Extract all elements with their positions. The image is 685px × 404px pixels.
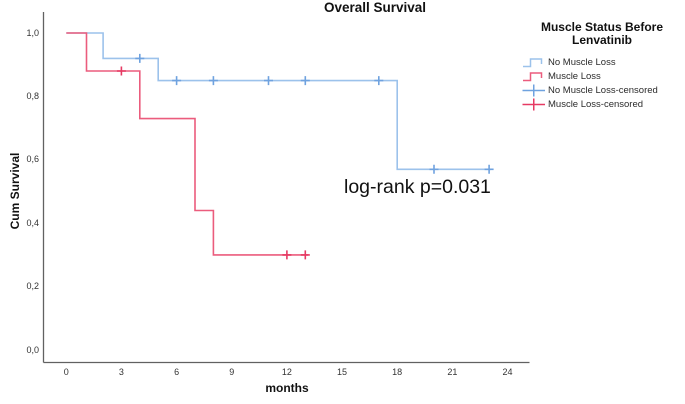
censored-plus-icon bbox=[208, 76, 218, 86]
x-tick-label: 3 bbox=[118, 367, 124, 377]
curve-no-muscle-loss bbox=[66, 32, 491, 171]
x-tick-label: 12 bbox=[281, 367, 292, 377]
legend-item-label: No Muscle Loss-censored bbox=[548, 84, 658, 96]
x-tick-label: 9 bbox=[229, 367, 235, 377]
legend-item-label: No Muscle Loss bbox=[548, 56, 616, 68]
censored-plus-icon bbox=[172, 76, 182, 86]
legend: Muscle Status Before Lenvatinib No Muscl… bbox=[519, 21, 685, 111]
y-tick-label: 0,8 bbox=[26, 90, 39, 101]
x-tick-label: 24 bbox=[502, 367, 513, 377]
log-rank-annotation: log-rank p=0.031 bbox=[344, 176, 491, 198]
step-line-icon bbox=[523, 58, 543, 68]
chart-title: Overall Survival bbox=[323, 0, 427, 15]
curve-muscle-loss bbox=[66, 32, 308, 256]
censored-plus-icon bbox=[264, 76, 273, 86]
legend-item: No Muscle Loss bbox=[522, 55, 685, 69]
censored-plus-icon bbox=[300, 76, 310, 86]
y-tick-label: 1,0 bbox=[26, 27, 39, 38]
censored-plus-icon bbox=[522, 98, 545, 111]
x-tick-label: 21 bbox=[447, 367, 458, 377]
legend-items: No Muscle Loss Muscle Loss No Muscle Loss-… bbox=[519, 55, 685, 111]
step-line-icon bbox=[523, 72, 543, 82]
x-tick-label: 15 bbox=[337, 367, 348, 377]
legend-title: Muscle Status Before Lenvatinib bbox=[519, 21, 685, 47]
x-tick-label: 0 bbox=[63, 367, 69, 377]
censored-plus-icon bbox=[484, 164, 494, 174]
legend-title-line1: Muscle Status Before bbox=[540, 20, 664, 34]
y-tick-label: 0,2 bbox=[26, 281, 39, 292]
legend-item: No Muscle Loss-censored bbox=[522, 83, 685, 97]
legend-item-label: Muscle Loss bbox=[548, 70, 601, 82]
censored-plus-icon bbox=[522, 84, 545, 97]
legend-item: Muscle Loss-censored bbox=[522, 97, 685, 111]
y-tick-label: 0,4 bbox=[26, 217, 39, 228]
legend-item: Muscle Loss bbox=[522, 69, 685, 83]
censored-plus-icon bbox=[282, 250, 292, 260]
x-tick-label: 18 bbox=[392, 367, 403, 377]
censored-plus-icon bbox=[135, 53, 145, 63]
censor-marks-muscle-loss bbox=[116, 66, 310, 260]
axis-lines bbox=[42, 12, 530, 364]
censored-plus-icon bbox=[300, 250, 310, 260]
x-tick-label: 6 bbox=[174, 367, 180, 377]
censor-marks-no-muscle-loss bbox=[135, 53, 494, 174]
legend-item-label: Muscle Loss-censored bbox=[548, 98, 644, 110]
legend-title-line2: Lenvatinib bbox=[571, 33, 632, 47]
x-axis-title: months bbox=[265, 381, 309, 395]
censored-plus-icon bbox=[116, 66, 126, 76]
y-tick-label: 0,0 bbox=[26, 344, 39, 355]
censored-plus-icon bbox=[374, 76, 384, 86]
y-tick-label: 0,6 bbox=[26, 154, 39, 165]
censored-plus-icon bbox=[429, 164, 439, 174]
